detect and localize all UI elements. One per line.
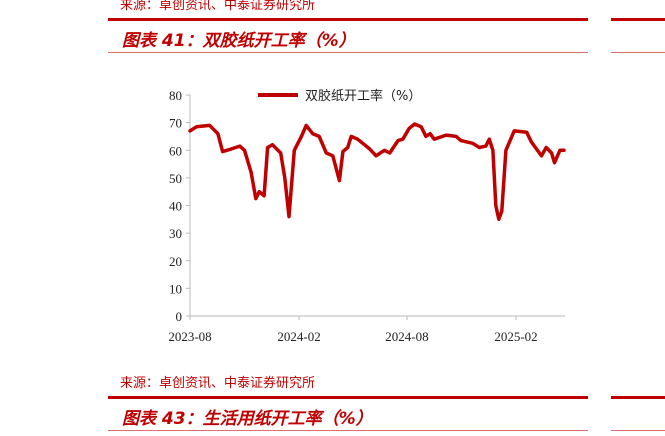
legend: 双胶纸开工率（%） <box>258 88 421 104</box>
series-line <box>188 122 566 222</box>
divider <box>108 52 588 53</box>
x-tick-label: 2024-08 <box>385 329 428 344</box>
source-note: 来源：卓创资讯、中泰证券研究所 <box>120 376 316 391</box>
divider <box>108 430 588 431</box>
divider <box>611 18 665 21</box>
y-tick-label: 30 <box>169 226 182 241</box>
figure-title: 图表 43：生活用纸开工率（%） <box>122 409 373 429</box>
source-note: 来源：卓创资讯、中泰证券研究所 <box>120 0 316 13</box>
y-tick-label: 40 <box>169 199 182 214</box>
y-tick-label: 60 <box>169 143 182 158</box>
divider <box>611 52 665 53</box>
y-tick-label: 10 <box>169 281 182 296</box>
figure-title: 图表 41：双胶纸开工率（%） <box>122 31 356 51</box>
legend-label: 双胶纸开工率（%） <box>305 88 421 104</box>
x-tick-label: 2024-02 <box>277 329 320 344</box>
x-tick-label: 2025-02 <box>494 329 537 344</box>
divider <box>611 430 665 431</box>
divider <box>611 396 665 399</box>
y-tick-label: 0 <box>176 309 183 324</box>
divider <box>108 18 588 21</box>
divider <box>108 396 588 399</box>
y-tick-label: 20 <box>169 254 182 269</box>
x-tick-label: 2023-08 <box>168 329 211 344</box>
y-tick-label: 50 <box>169 171 182 186</box>
y-tick-label: 70 <box>169 116 182 131</box>
y-tick-label: 80 <box>169 88 182 103</box>
